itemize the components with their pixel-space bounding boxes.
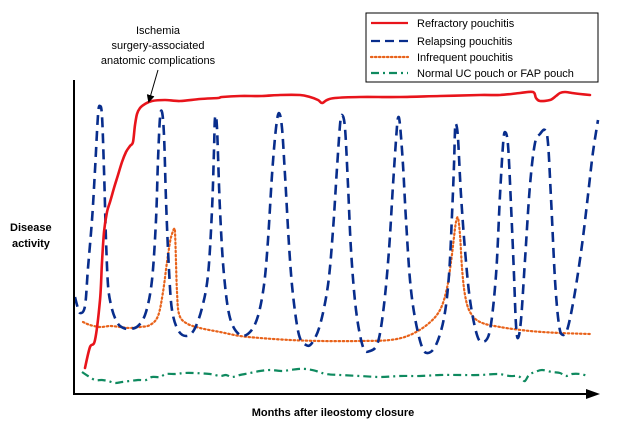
legend-label-refractory: Refractory pouchitis (417, 18, 515, 30)
x-axis-arrowhead (586, 389, 600, 399)
y-axis-label-line1: Disease (10, 222, 52, 234)
legend-box (365, 12, 599, 83)
series-line-infrequent-pouchitis (81, 216, 592, 343)
series-line-relapsing-pouchitis (73, 104, 600, 355)
legend-label-relapsing: Relapsing pouchitis (417, 36, 513, 48)
annotation-line1: Ischemia (136, 25, 181, 37)
legend-label-infrequent: Infrequent pouchitis (417, 52, 514, 64)
annotation-line2: surgery-associated (112, 40, 205, 52)
legend-label-normal: Normal UC pouch or FAP pouch (417, 68, 574, 80)
y-axis-label-line2: activity (12, 238, 51, 250)
legend: Refractory pouchitis Relapsing pouchitis… (365, 12, 599, 83)
series-layer (73, 90, 600, 385)
annotation-line3: anatomic complications (101, 55, 216, 67)
annotation-arrow (146, 69, 159, 103)
series-line-refractory-pouchitis (83, 90, 592, 370)
x-axis-label: Months after ileostomy closure (252, 407, 415, 419)
series-line-normal-uc-pouch-or-fap-pouch (81, 367, 589, 385)
